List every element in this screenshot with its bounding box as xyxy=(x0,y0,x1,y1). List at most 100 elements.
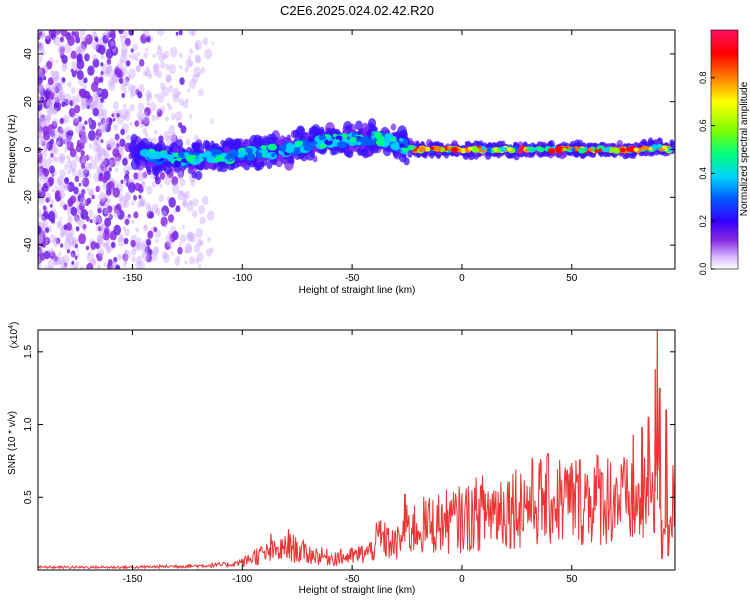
spectrogram-noise-point xyxy=(151,203,159,213)
spectrogram-noise-point xyxy=(75,215,82,225)
spectrogram-noise-point xyxy=(156,51,159,56)
spectrogram-noise-point xyxy=(138,195,142,199)
spectrogram-noise-point xyxy=(67,236,75,246)
colorbar-tick-label: 0.0 xyxy=(698,263,708,276)
spectrogram-peak-point xyxy=(524,149,529,153)
spectrogram-trace xyxy=(128,118,675,181)
spectrogram-noise-point xyxy=(63,262,68,268)
spectrogram-peak-point xyxy=(361,135,370,142)
spectrogram-noise-point xyxy=(59,169,66,178)
spectrogram-noise-point xyxy=(186,231,194,242)
spectrogram-noise-point xyxy=(125,169,130,176)
spectrogram-noise-point xyxy=(121,48,128,58)
snr-y-tick-label: 1.0 xyxy=(23,417,34,431)
spectrogram-noise-point xyxy=(120,52,128,64)
spectrogram-noise-point xyxy=(171,251,174,256)
spectrogram-noise-point xyxy=(126,134,131,141)
spectrogram-noise-point xyxy=(77,116,82,122)
spectrogram-noise-point xyxy=(188,30,196,36)
spectrogram-trace-point xyxy=(155,162,164,173)
spectrogram-noise-point xyxy=(169,245,173,250)
spectrogram-noise-point xyxy=(148,92,152,98)
spectrogram-noise-point xyxy=(78,171,82,176)
spectrogram-noise-point xyxy=(56,140,61,146)
spectrogram-noise-point xyxy=(79,155,87,165)
spectrogram-noise-point xyxy=(99,198,106,207)
spectrogram-noise-point xyxy=(54,37,61,47)
spectrogram-noise-point xyxy=(112,100,119,110)
spectrogram-noise-point xyxy=(38,127,43,138)
spectrogram-noise-point xyxy=(75,36,81,44)
spectrogram-noise-point xyxy=(167,104,173,111)
snr-y-tick-label: 1.5 xyxy=(23,344,34,358)
spectrogram-noise-point xyxy=(82,223,87,230)
spectrogram-peak-point xyxy=(160,152,169,159)
spectrogram-peak-point xyxy=(588,147,594,152)
spectrogram-noise-point xyxy=(115,139,119,144)
colorbar-label: Normalized spectral amplitude xyxy=(739,81,750,216)
spectrogram-noise-point xyxy=(157,92,165,103)
spectrogram-noise-point xyxy=(39,171,43,176)
spectrogram-noise-point xyxy=(79,196,87,207)
spectrogram-noise-point xyxy=(179,64,183,70)
spectrogram-noise-point xyxy=(39,227,42,232)
spectrogram-peak-point xyxy=(278,145,287,152)
spectrogram-noise-point xyxy=(38,233,44,244)
spectrogram-peak-point xyxy=(598,148,603,152)
spectrogram-noise-point xyxy=(181,224,186,230)
spectrogram-noise-point xyxy=(178,98,185,106)
spectrogram-noise-point xyxy=(103,242,109,250)
snr-x-ticks: -150 -100 -50 0 50 xyxy=(122,330,578,585)
spectrogram-trace-point xyxy=(204,141,211,149)
spectrogram-noise-point xyxy=(114,152,122,162)
spectrogram-noise-point xyxy=(187,88,191,93)
spectrogram-noise-point xyxy=(186,245,193,254)
spectrogram-noise-point xyxy=(87,162,93,169)
spectrogram-noise-point xyxy=(93,143,100,153)
spectrogram-peak-point xyxy=(533,147,537,151)
spectrogram-trace-point xyxy=(133,146,142,157)
spectrogram-trace-point xyxy=(670,141,674,146)
spectrogram-noise-point xyxy=(158,135,164,143)
spectrogram-noise-point xyxy=(78,219,85,228)
spectrogram-noise-point xyxy=(80,133,89,145)
spectrogram-noise-point xyxy=(81,163,86,169)
spectrogram-noise-point xyxy=(135,242,139,248)
spectrogram-noise-point xyxy=(146,253,153,263)
spectrogram-peak-point xyxy=(662,145,667,150)
spectrogram-trace-point xyxy=(364,125,370,132)
spectrogram-noise-point xyxy=(51,70,59,81)
spectrogram-y-tick-label: -20 xyxy=(23,190,34,205)
spectrogram-noise-point xyxy=(167,214,175,223)
spectrogram-noise-point xyxy=(74,69,78,74)
spectrogram-noise-point xyxy=(101,242,106,248)
spectrogram-noise-point xyxy=(59,232,65,239)
spectrogram-noise-point xyxy=(51,188,55,193)
spectrogram-noise-point xyxy=(163,174,172,186)
spectrogram-noise-point xyxy=(87,65,95,76)
spectrogram-noise-point xyxy=(188,199,193,206)
spectrogram-noise-point xyxy=(43,147,48,153)
spectrogram-noise-point xyxy=(41,222,46,229)
spectrogram-noise-point xyxy=(123,249,131,260)
spectrogram-noise-point xyxy=(171,176,179,186)
spectrogram-noise-point xyxy=(199,216,206,225)
spectrogram-noise-point xyxy=(116,266,120,269)
spectrogram-noise-point xyxy=(120,82,127,91)
spectrogram-noise-point xyxy=(89,155,94,161)
spectrogram-noise-point xyxy=(135,64,142,73)
snr-multiplier-base: (x10 xyxy=(9,328,20,348)
spectrogram-noise-point xyxy=(117,209,125,220)
spectrogram-noise-point xyxy=(108,137,116,148)
spectrogram-trace-point xyxy=(650,151,654,156)
spectrogram-noise-point xyxy=(66,231,73,242)
spectrogram-noise-point xyxy=(168,125,175,134)
spectrogram-peak-point xyxy=(487,146,492,151)
spectrogram-noise-point xyxy=(112,117,116,122)
spectrogram-noise-point xyxy=(50,199,55,205)
spectrogram-noise-point xyxy=(38,118,42,127)
spectrogram-noise-point xyxy=(154,247,159,253)
spectrogram-noise-point xyxy=(105,48,114,59)
spectrogram-noise-point xyxy=(116,143,120,149)
spectrogram-noise-point xyxy=(135,56,139,62)
